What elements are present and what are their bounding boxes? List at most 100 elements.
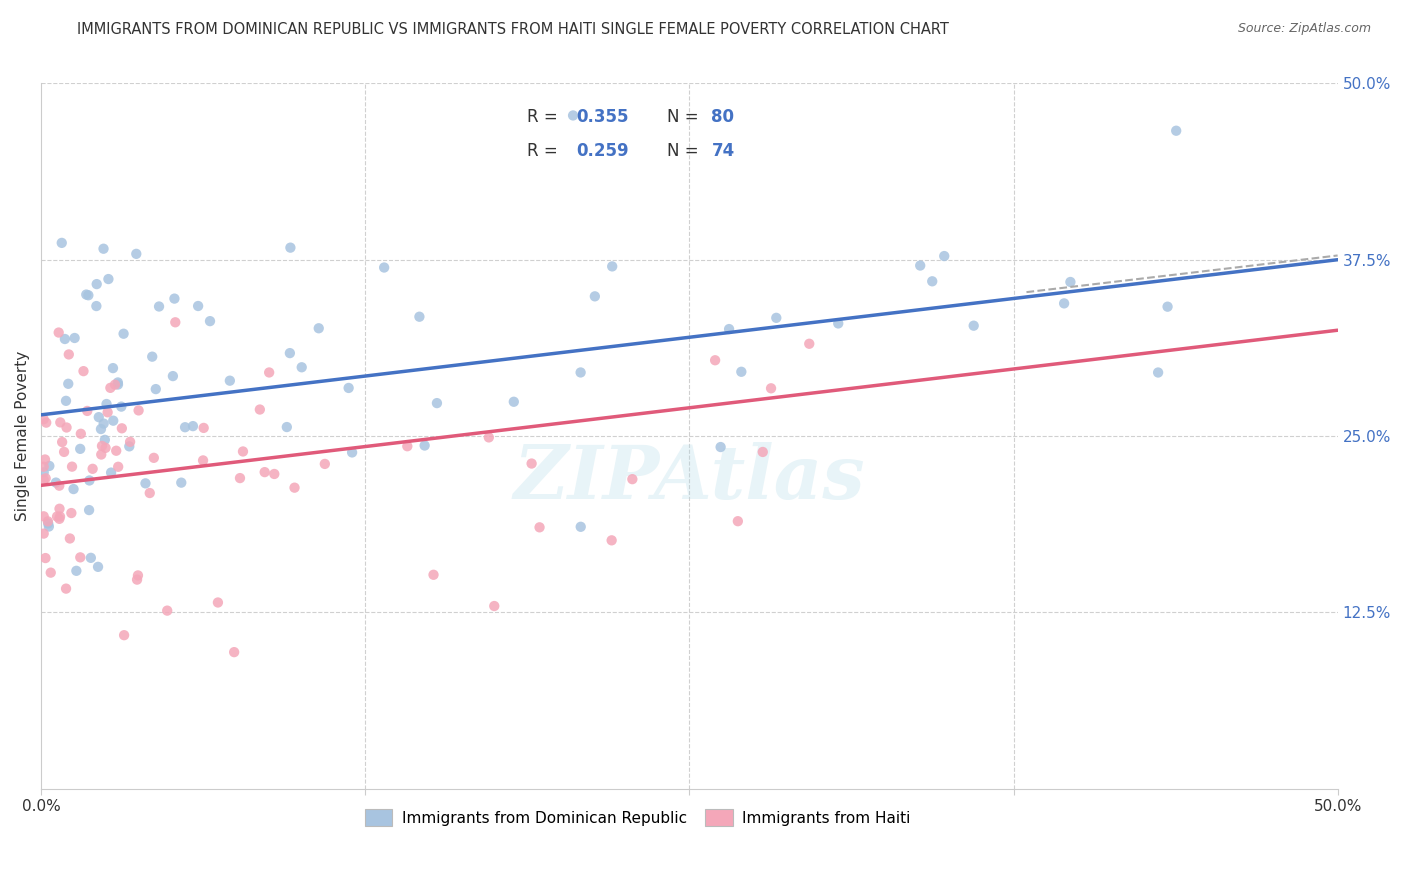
Point bbox=[90, 422, 112, 436]
Point bbox=[1053, 296, 1076, 310]
Point bbox=[75, 287, 97, 301]
Point bbox=[600, 260, 623, 274]
Point bbox=[263, 467, 285, 481]
Point bbox=[145, 382, 167, 396]
Point bbox=[107, 459, 129, 474]
Point bbox=[62, 482, 84, 496]
Point bbox=[484, 599, 506, 613]
Point bbox=[128, 403, 150, 417]
Point bbox=[93, 417, 115, 431]
Point bbox=[759, 381, 782, 395]
Point bbox=[134, 476, 156, 491]
Point bbox=[55, 420, 77, 434]
Point bbox=[710, 440, 733, 454]
Point bbox=[69, 442, 91, 456]
Point bbox=[502, 394, 524, 409]
Text: 80: 80 bbox=[711, 108, 734, 126]
Point bbox=[139, 486, 162, 500]
Point bbox=[148, 300, 170, 314]
Point bbox=[727, 514, 749, 528]
Point bbox=[120, 434, 142, 449]
Point bbox=[72, 364, 94, 378]
Point bbox=[38, 458, 60, 473]
Point bbox=[125, 247, 148, 261]
Point bbox=[58, 376, 80, 391]
Point bbox=[34, 471, 56, 485]
Point bbox=[51, 235, 73, 250]
Point bbox=[107, 377, 129, 392]
Point bbox=[1147, 366, 1170, 380]
Point bbox=[583, 289, 606, 303]
Point bbox=[80, 550, 103, 565]
Point bbox=[181, 419, 204, 434]
Point bbox=[112, 628, 135, 642]
Point bbox=[198, 314, 221, 328]
Point bbox=[107, 376, 129, 390]
Point bbox=[97, 405, 120, 419]
Point bbox=[77, 288, 100, 302]
Point bbox=[94, 433, 117, 447]
Point bbox=[32, 509, 55, 524]
Point bbox=[174, 420, 197, 434]
Point bbox=[280, 241, 302, 255]
Point bbox=[308, 321, 330, 335]
Point bbox=[91, 439, 114, 453]
Point bbox=[187, 299, 209, 313]
Point bbox=[730, 365, 752, 379]
Point bbox=[82, 462, 104, 476]
Point bbox=[69, 550, 91, 565]
Point bbox=[799, 336, 821, 351]
Point bbox=[170, 475, 193, 490]
Point bbox=[69, 426, 91, 441]
Point bbox=[207, 595, 229, 609]
Point bbox=[32, 466, 55, 480]
Point bbox=[49, 416, 72, 430]
Point bbox=[48, 478, 70, 492]
Text: ZIPAtlas: ZIPAtlas bbox=[513, 442, 865, 515]
Point bbox=[396, 439, 419, 453]
Point bbox=[283, 481, 305, 495]
Point bbox=[45, 475, 67, 490]
Point bbox=[55, 582, 77, 596]
Point bbox=[49, 509, 72, 524]
Y-axis label: Single Female Poverty: Single Female Poverty bbox=[15, 351, 30, 521]
Point bbox=[193, 421, 215, 435]
Point bbox=[520, 457, 543, 471]
Point bbox=[35, 416, 58, 430]
Point bbox=[37, 516, 59, 531]
Point bbox=[65, 564, 87, 578]
Point bbox=[291, 360, 314, 375]
Point bbox=[97, 272, 120, 286]
Point bbox=[249, 402, 271, 417]
Point bbox=[765, 310, 787, 325]
Point bbox=[257, 366, 280, 380]
Point bbox=[752, 445, 775, 459]
Point bbox=[621, 472, 644, 486]
Point bbox=[413, 438, 436, 452]
Point bbox=[142, 450, 165, 465]
Point bbox=[100, 381, 122, 395]
Point bbox=[48, 512, 70, 526]
Point bbox=[58, 347, 80, 361]
Point bbox=[34, 551, 56, 566]
Point bbox=[100, 466, 122, 480]
Point bbox=[53, 445, 76, 459]
Point bbox=[529, 520, 551, 534]
Point bbox=[34, 452, 56, 467]
Point bbox=[127, 568, 149, 582]
Point bbox=[46, 509, 69, 524]
Point bbox=[827, 317, 849, 331]
Point bbox=[163, 292, 186, 306]
Point bbox=[32, 412, 55, 426]
Point bbox=[478, 430, 501, 444]
Text: 0.355: 0.355 bbox=[576, 108, 628, 126]
Point bbox=[53, 332, 76, 346]
Point bbox=[103, 414, 125, 428]
Point bbox=[426, 396, 449, 410]
Point bbox=[718, 322, 741, 336]
Text: 0.259: 0.259 bbox=[576, 142, 630, 160]
Legend: Immigrants from Dominican Republic, Immigrants from Haiti: Immigrants from Dominican Republic, Immi… bbox=[357, 802, 918, 834]
Point bbox=[93, 242, 115, 256]
Point bbox=[32, 526, 55, 541]
Point bbox=[218, 374, 240, 388]
